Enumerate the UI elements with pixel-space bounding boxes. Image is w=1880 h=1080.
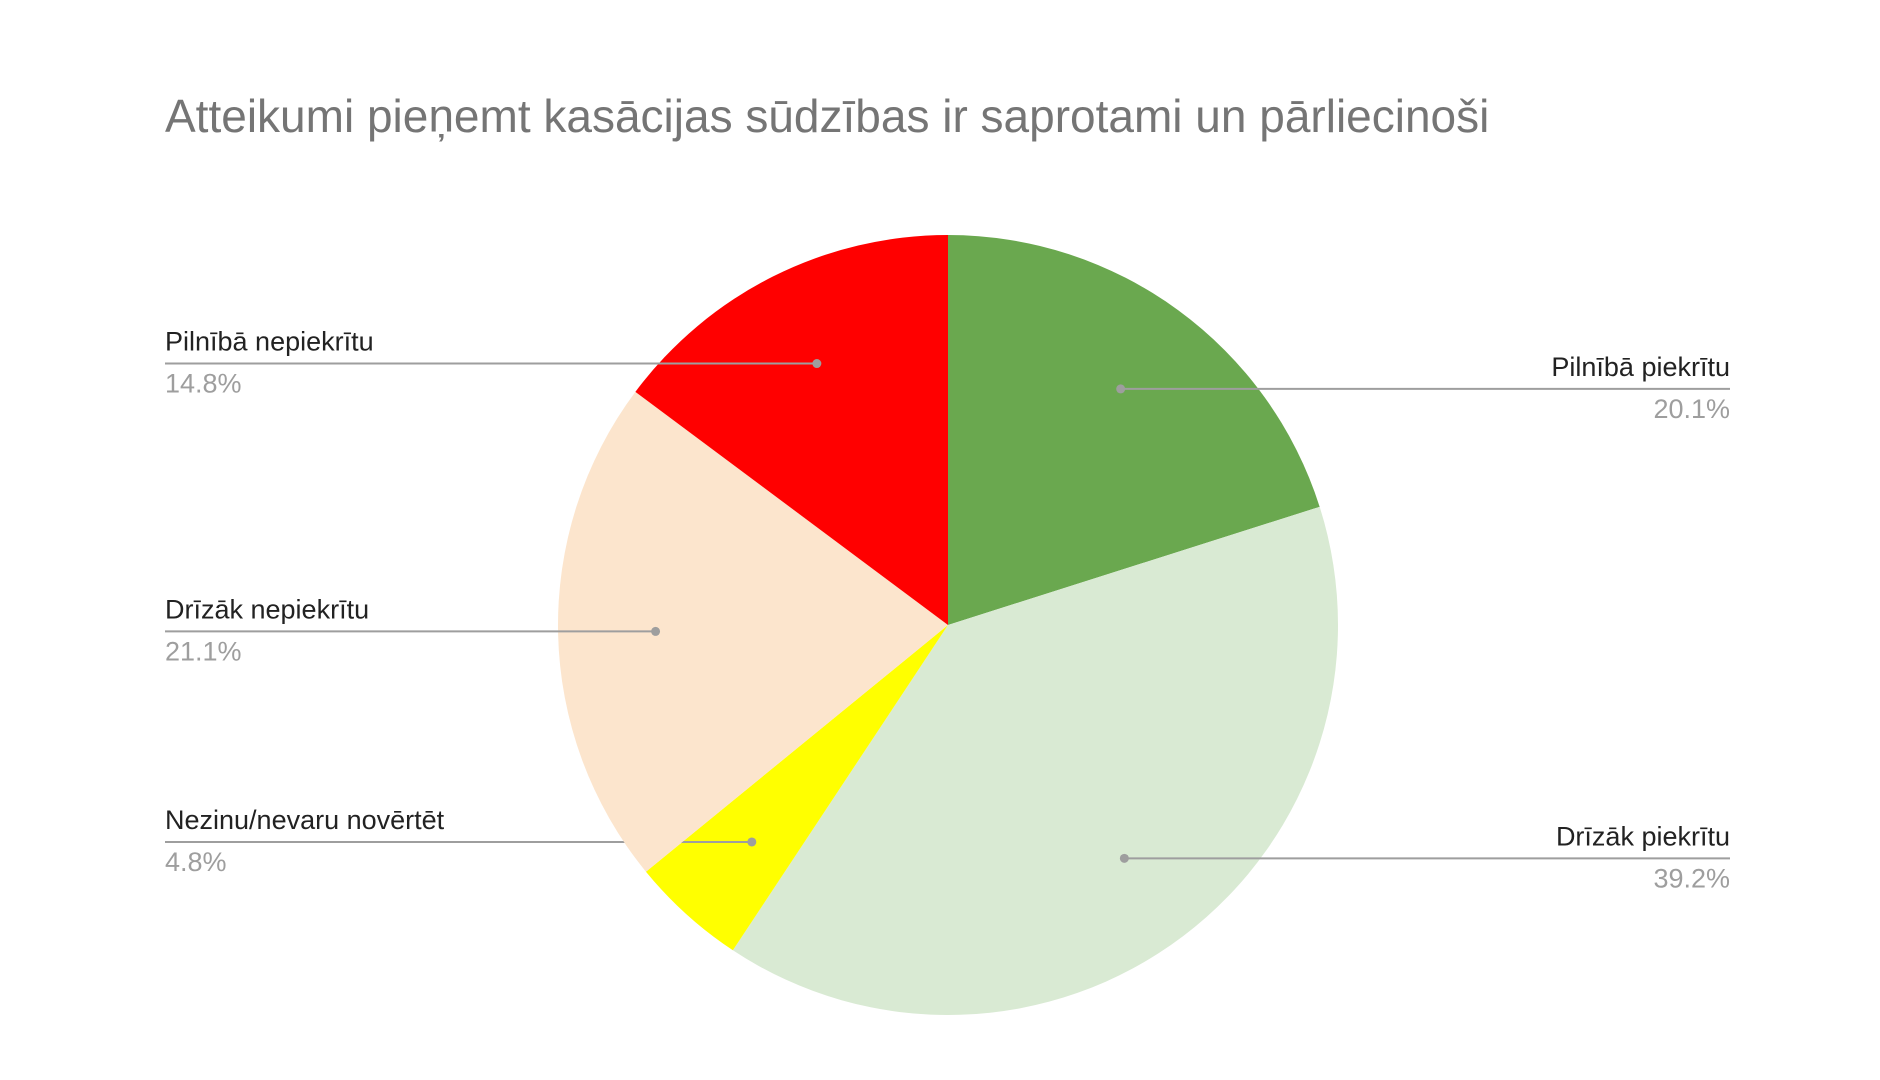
leader-dot bbox=[651, 626, 661, 636]
pie-slice bbox=[558, 391, 948, 872]
legend-label: Drīzāk piekrītu bbox=[1556, 821, 1730, 851]
value-label: 39.2% bbox=[1653, 863, 1730, 893]
pie-slice bbox=[948, 235, 1320, 625]
leader-dot bbox=[1116, 384, 1126, 394]
legend-label: Pilnībā nepiekrītu bbox=[165, 327, 374, 357]
pie-slice bbox=[732, 506, 1339, 1016]
leader-dot bbox=[812, 359, 822, 369]
legend-label: Nezinu/nevaru novērtēt bbox=[165, 805, 445, 835]
pie-slice bbox=[635, 235, 948, 625]
legend-label: Drīzāk nepiekrītu bbox=[165, 595, 369, 625]
value-label: 4.8% bbox=[165, 847, 227, 877]
value-label: 21.1% bbox=[165, 637, 242, 667]
chart-title: Atteikumi pieņemt kasācijas sūdzības ir … bbox=[165, 90, 1490, 142]
leader-dot bbox=[747, 837, 757, 847]
legend-label: Pilnībā piekrītu bbox=[1551, 352, 1730, 382]
value-label: 20.1% bbox=[1653, 394, 1730, 424]
pie-slice bbox=[645, 625, 948, 951]
value-label: 14.8% bbox=[165, 369, 242, 399]
leader-dot bbox=[1119, 853, 1129, 863]
